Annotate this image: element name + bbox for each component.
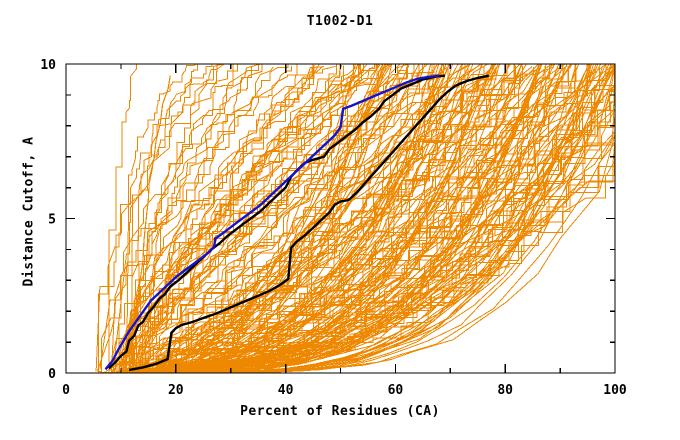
background-curve-ensemble [83, 64, 615, 373]
highlight-curves [104, 74, 489, 372]
x-axis-label: Percent of Residues (CA) [240, 404, 440, 419]
x-tick-label: 60 [388, 383, 404, 398]
x-tick-label: 20 [168, 383, 184, 398]
x-tick-label: 80 [497, 383, 513, 398]
x-tick-label: 40 [278, 383, 294, 398]
y-tick-label: 5 [48, 213, 56, 228]
y-tick-label: 10 [40, 58, 56, 73]
y-tick-label: 0 [48, 367, 56, 382]
x-tick-label: 0 [62, 383, 70, 398]
x-tick-label: 100 [603, 383, 627, 398]
axis-tick-labels: 0 20 40 60 80 100 0 5 10 [40, 58, 627, 398]
page-title: T1002-D1 [306, 14, 374, 29]
axes-frame [65, 63, 616, 374]
